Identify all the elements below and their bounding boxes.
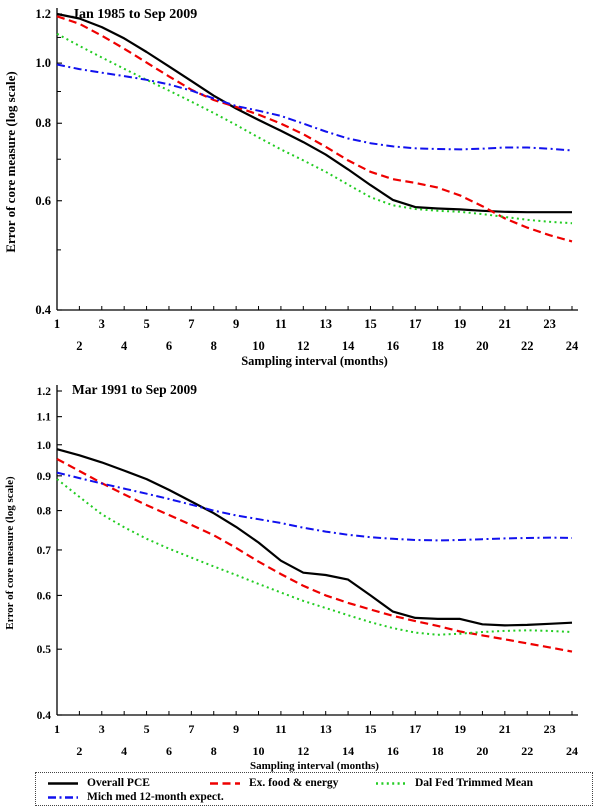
svg-text:23: 23 bbox=[544, 722, 556, 736]
svg-text:1.2: 1.2 bbox=[37, 386, 52, 398]
svg-text:1: 1 bbox=[54, 317, 60, 331]
svg-text:5: 5 bbox=[144, 722, 150, 736]
svg-text:1.0: 1.0 bbox=[37, 440, 52, 452]
svg-text:Sampling interval (months): Sampling interval (months) bbox=[241, 354, 388, 368]
svg-text:3: 3 bbox=[99, 317, 105, 331]
svg-text:Error of core measure (log sca: Error of core measure (log scale) bbox=[4, 476, 16, 630]
svg-text:1.2: 1.2 bbox=[35, 7, 51, 21]
legend-sample-dashdot-line bbox=[48, 795, 78, 799]
svg-text:2: 2 bbox=[76, 744, 82, 758]
svg-text:18: 18 bbox=[432, 744, 444, 758]
svg-text:21: 21 bbox=[499, 722, 511, 736]
svg-text:11: 11 bbox=[275, 722, 286, 736]
svg-text:16: 16 bbox=[387, 339, 400, 353]
svg-text:21: 21 bbox=[499, 317, 512, 331]
svg-text:17: 17 bbox=[409, 722, 421, 736]
svg-text:0.4: 0.4 bbox=[35, 303, 51, 317]
legend-item-ex-food-energy: Ex. food & energy bbox=[208, 776, 338, 790]
svg-text:0.5: 0.5 bbox=[37, 644, 52, 656]
svg-text:5: 5 bbox=[143, 317, 149, 331]
svg-text:0.4: 0.4 bbox=[37, 710, 52, 722]
svg-text:0.8: 0.8 bbox=[37, 506, 52, 518]
svg-text:24: 24 bbox=[566, 744, 578, 758]
svg-text:4: 4 bbox=[121, 339, 128, 353]
svg-text:9: 9 bbox=[233, 722, 239, 736]
legend-sample-solid-line bbox=[48, 781, 78, 785]
svg-text:8: 8 bbox=[211, 744, 217, 758]
svg-text:14: 14 bbox=[342, 744, 354, 758]
svg-text:6: 6 bbox=[166, 744, 172, 758]
svg-text:0.9: 0.9 bbox=[37, 471, 52, 483]
svg-text:7: 7 bbox=[188, 722, 194, 736]
svg-text:3: 3 bbox=[99, 722, 105, 736]
svg-text:0.8: 0.8 bbox=[35, 116, 51, 130]
svg-text:7: 7 bbox=[188, 317, 194, 331]
legend-item-overall-pce: Overall PCE bbox=[46, 776, 150, 790]
svg-text:22: 22 bbox=[521, 744, 533, 758]
legend-label: Dal Fed Trimmed Mean bbox=[415, 777, 534, 789]
svg-text:2: 2 bbox=[76, 339, 82, 353]
svg-text:8: 8 bbox=[211, 339, 217, 353]
svg-text:0.7: 0.7 bbox=[37, 545, 52, 557]
svg-text:18: 18 bbox=[431, 339, 444, 353]
legend-item-dal-fed-trimmed-mean: Dal Fed Trimmed Mean bbox=[374, 776, 533, 790]
svg-text:10: 10 bbox=[252, 339, 265, 353]
legend-item-mich-med-expect: Mich med 12-month expect. bbox=[46, 790, 224, 804]
svg-text:23: 23 bbox=[543, 317, 556, 331]
legend-label: Overall PCE bbox=[87, 777, 150, 789]
svg-text:1.0: 1.0 bbox=[35, 56, 51, 70]
svg-text:9: 9 bbox=[233, 317, 239, 331]
svg-text:Sampling interval (months): Sampling interval (months) bbox=[250, 760, 379, 772]
svg-text:15: 15 bbox=[364, 722, 376, 736]
svg-text:20: 20 bbox=[476, 339, 489, 353]
svg-text:1.1: 1.1 bbox=[37, 412, 52, 424]
charts-canvas: 1.21.00.80.60.41234567891011121314151617… bbox=[3, 7, 579, 772]
svg-text:20: 20 bbox=[476, 744, 488, 758]
svg-text:16: 16 bbox=[387, 744, 399, 758]
svg-text:19: 19 bbox=[454, 317, 467, 331]
svg-text:12: 12 bbox=[297, 339, 310, 353]
svg-text:12: 12 bbox=[297, 744, 309, 758]
svg-text:4: 4 bbox=[121, 744, 127, 758]
svg-text:Error of core measure (log sca: Error of core measure (log scale) bbox=[3, 71, 18, 252]
svg-text:15: 15 bbox=[364, 317, 377, 331]
svg-text:10: 10 bbox=[253, 744, 265, 758]
svg-text:17: 17 bbox=[409, 317, 422, 331]
svg-text:0.6: 0.6 bbox=[37, 590, 52, 602]
legend: Overall PCE Ex. food & energy Dal Fed Tr… bbox=[35, 772, 593, 806]
svg-text:11: 11 bbox=[275, 317, 287, 331]
svg-text:13: 13 bbox=[319, 317, 332, 331]
svg-text:0.6: 0.6 bbox=[35, 194, 51, 208]
svg-text:Mar 1991 to Sep 2009: Mar 1991 to Sep 2009 bbox=[72, 382, 197, 397]
svg-text:13: 13 bbox=[320, 722, 332, 736]
svg-text:19: 19 bbox=[454, 722, 466, 736]
legend-label: Ex. food & energy bbox=[249, 777, 339, 789]
legend-sample-dashed-line bbox=[210, 781, 240, 785]
svg-text:1: 1 bbox=[54, 722, 60, 736]
legend-sample-dotted-line bbox=[376, 781, 406, 785]
svg-text:24: 24 bbox=[566, 339, 579, 353]
svg-text:22: 22 bbox=[521, 339, 534, 353]
svg-text:14: 14 bbox=[342, 339, 355, 353]
legend-label: Mich med 12-month expect. bbox=[87, 791, 224, 803]
svg-text:Jan 1985 to Sep 2009: Jan 1985 to Sep 2009 bbox=[72, 7, 197, 22]
svg-text:6: 6 bbox=[166, 339, 172, 353]
